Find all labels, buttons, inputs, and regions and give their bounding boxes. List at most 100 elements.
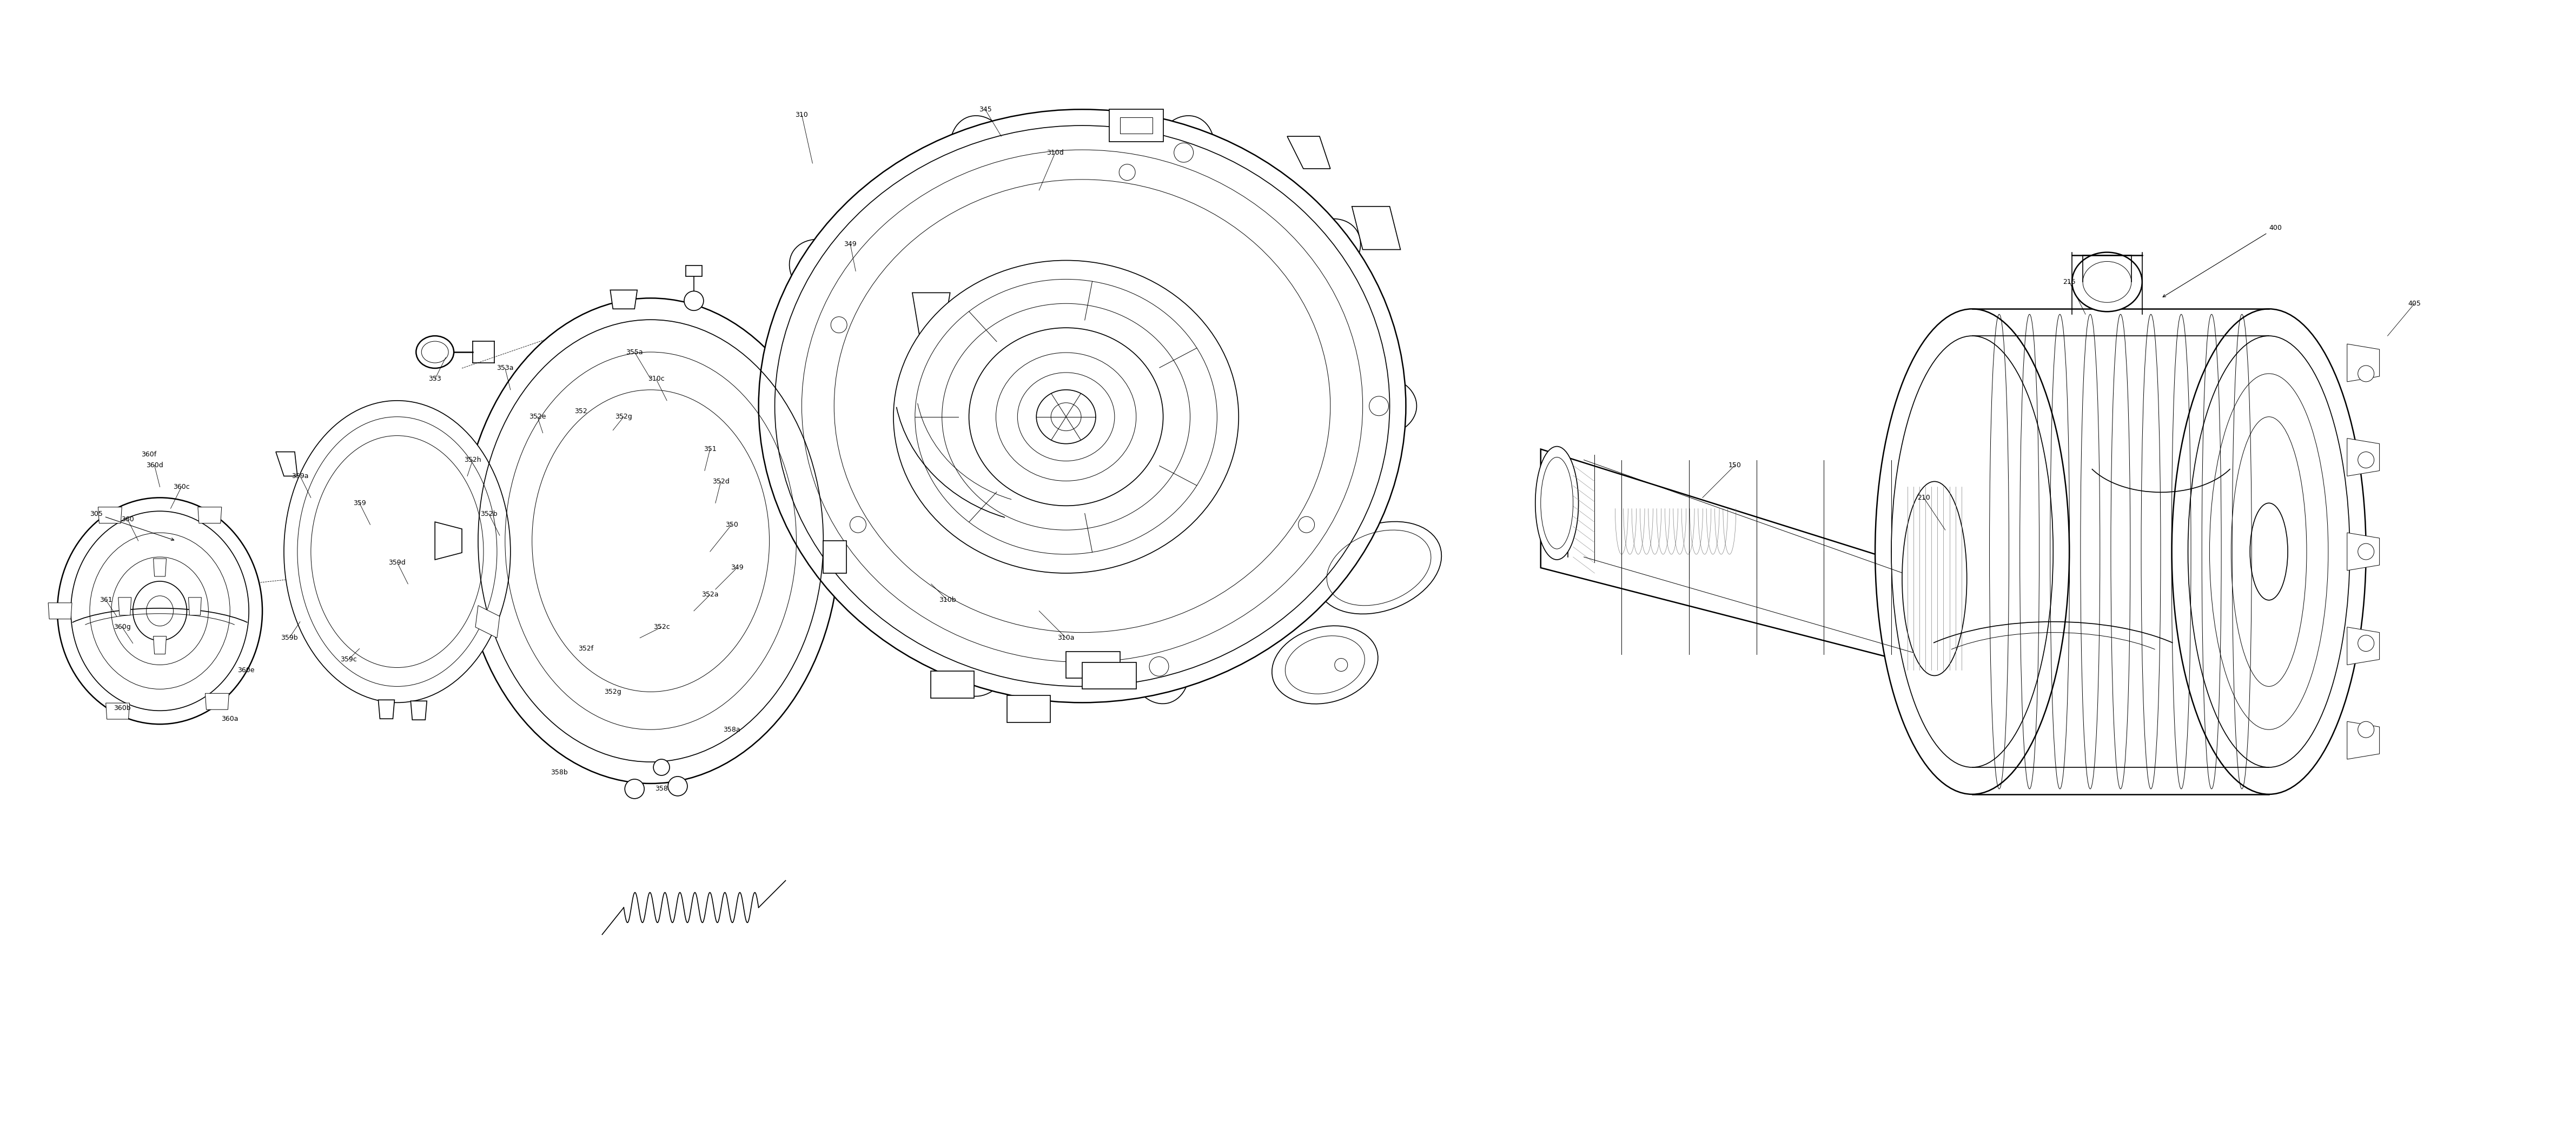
Text: 352h: 352h	[464, 457, 482, 464]
Circle shape	[667, 776, 688, 796]
Polygon shape	[1007, 695, 1051, 722]
Ellipse shape	[757, 109, 1406, 703]
Polygon shape	[2347, 722, 2380, 759]
Polygon shape	[410, 700, 428, 720]
Circle shape	[2357, 365, 2375, 381]
Polygon shape	[98, 508, 121, 523]
Text: 359a: 359a	[291, 473, 309, 479]
Text: 310c: 310c	[647, 376, 665, 382]
Circle shape	[1370, 396, 1388, 416]
Ellipse shape	[283, 400, 510, 703]
Text: 358a: 358a	[724, 726, 739, 733]
Polygon shape	[106, 703, 129, 720]
Polygon shape	[2347, 344, 2380, 381]
Ellipse shape	[417, 336, 453, 368]
Polygon shape	[930, 671, 974, 698]
Polygon shape	[912, 293, 951, 342]
Ellipse shape	[1535, 447, 1579, 559]
Text: 360f: 360f	[142, 451, 157, 458]
Text: 360g: 360g	[113, 624, 131, 631]
Text: 358: 358	[654, 785, 667, 792]
Circle shape	[2357, 722, 2375, 738]
Text: 305: 305	[90, 510, 175, 540]
Text: 353a: 353a	[497, 364, 513, 372]
Polygon shape	[1352, 206, 1401, 249]
Circle shape	[1175, 143, 1193, 162]
Ellipse shape	[2071, 253, 2143, 311]
Polygon shape	[155, 636, 167, 654]
Polygon shape	[276, 452, 296, 476]
Text: 352c: 352c	[654, 624, 670, 631]
Text: 345: 345	[979, 106, 992, 113]
Polygon shape	[477, 606, 500, 638]
Polygon shape	[824, 540, 848, 573]
Text: 355a: 355a	[626, 349, 644, 355]
Text: 360: 360	[121, 515, 134, 522]
Text: 359c: 359c	[340, 656, 358, 663]
Polygon shape	[379, 699, 394, 719]
Polygon shape	[685, 266, 701, 276]
Polygon shape	[1121, 117, 1151, 133]
Text: 310: 310	[796, 112, 809, 118]
Text: 352b: 352b	[479, 510, 497, 518]
Text: 310d: 310d	[1046, 149, 1064, 156]
Text: 400: 400	[2164, 224, 2282, 297]
Text: 150: 150	[1728, 461, 1741, 469]
Circle shape	[654, 759, 670, 775]
Text: 360b: 360b	[113, 705, 131, 712]
Text: 352g: 352g	[616, 413, 631, 421]
Ellipse shape	[804, 528, 873, 593]
Circle shape	[626, 779, 644, 799]
Text: 215: 215	[2063, 279, 2076, 285]
Text: 349: 349	[732, 564, 744, 571]
Text: 352g: 352g	[605, 688, 621, 695]
Polygon shape	[188, 598, 201, 615]
Polygon shape	[2347, 627, 2380, 664]
Text: 352f: 352f	[580, 645, 592, 652]
Text: 405: 405	[2409, 300, 2421, 307]
Text: 210: 210	[1917, 494, 1929, 501]
Circle shape	[685, 291, 703, 310]
Ellipse shape	[2172, 309, 2365, 794]
Text: 352a: 352a	[701, 591, 719, 598]
Ellipse shape	[951, 623, 1012, 696]
Ellipse shape	[1342, 377, 1417, 435]
Polygon shape	[2347, 532, 2380, 571]
Text: 360e: 360e	[237, 667, 255, 673]
Polygon shape	[49, 602, 72, 619]
Ellipse shape	[788, 239, 860, 303]
Polygon shape	[1540, 449, 1945, 664]
Polygon shape	[1110, 109, 1164, 142]
Polygon shape	[1288, 136, 1329, 169]
Ellipse shape	[951, 116, 1012, 190]
Text: 361: 361	[100, 597, 113, 603]
Polygon shape	[198, 508, 222, 523]
Ellipse shape	[1901, 482, 1968, 676]
Text: 352d: 352d	[711, 478, 729, 485]
Text: 349: 349	[845, 240, 858, 248]
Text: 360a: 360a	[222, 715, 240, 722]
Ellipse shape	[1154, 116, 1213, 190]
Polygon shape	[611, 290, 636, 309]
Circle shape	[2357, 544, 2375, 559]
Text: 358b: 358b	[551, 769, 567, 776]
Text: 310a: 310a	[1059, 634, 1074, 642]
Text: 360d: 360d	[147, 461, 162, 469]
Text: 352e: 352e	[528, 413, 546, 421]
Ellipse shape	[894, 261, 1239, 573]
Polygon shape	[206, 694, 229, 710]
Polygon shape	[1066, 651, 1121, 678]
Ellipse shape	[1875, 309, 2069, 794]
Polygon shape	[2347, 439, 2380, 476]
Polygon shape	[118, 598, 131, 615]
Circle shape	[2357, 452, 2375, 468]
Text: 360c: 360c	[173, 484, 191, 491]
Ellipse shape	[461, 298, 840, 784]
Circle shape	[2357, 635, 2375, 651]
Ellipse shape	[1291, 219, 1360, 284]
Polygon shape	[155, 558, 167, 576]
Circle shape	[1149, 656, 1170, 676]
Text: 359b: 359b	[281, 634, 299, 642]
Ellipse shape	[1316, 521, 1443, 614]
Ellipse shape	[1273, 626, 1378, 704]
